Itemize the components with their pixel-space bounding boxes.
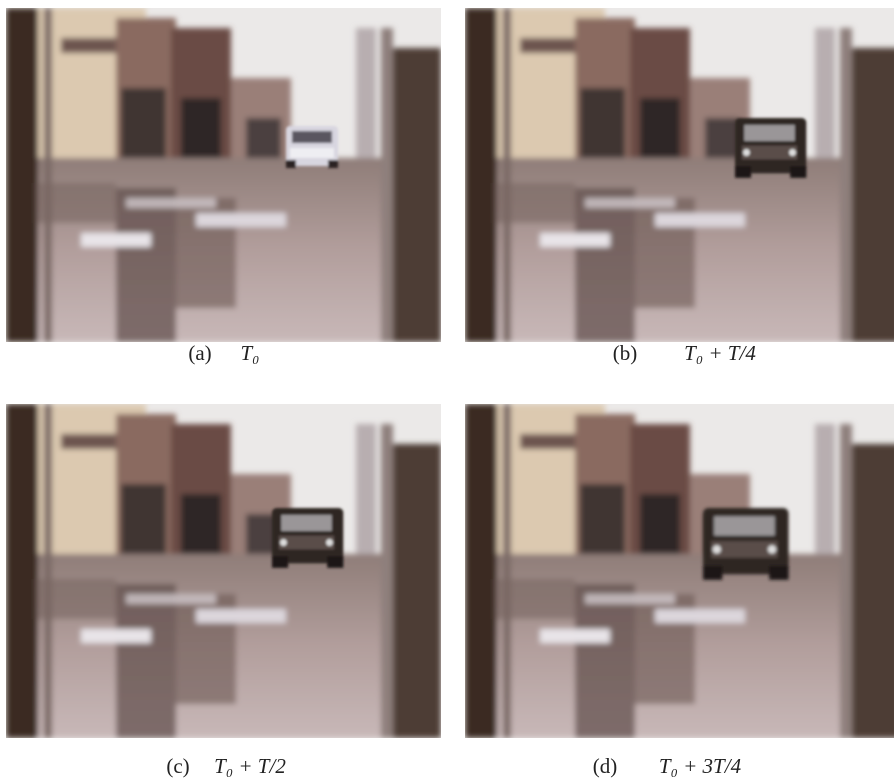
caption-label: (c) xyxy=(166,754,189,778)
image-b xyxy=(465,8,894,342)
caption: T₀ + 3T/4 xyxy=(659,754,742,778)
caption-label: (a) xyxy=(188,341,211,365)
caption: T₀ + T/4 xyxy=(684,341,756,365)
caption: T₀ + T/2 xyxy=(214,754,286,778)
image-a xyxy=(6,8,441,342)
image-c xyxy=(6,404,441,738)
caption-label: (b) xyxy=(613,341,638,365)
caption-label: (d) xyxy=(593,754,618,778)
page: {"figure": {"panels": [ {"label": "(a)",… xyxy=(0,0,894,782)
figure: (a) T₀ (b) T₀ + T/4 (c) T₀ + T/2 (d) T₀ … xyxy=(0,0,894,782)
caption: T₀ xyxy=(241,341,260,365)
image-d xyxy=(465,404,894,738)
